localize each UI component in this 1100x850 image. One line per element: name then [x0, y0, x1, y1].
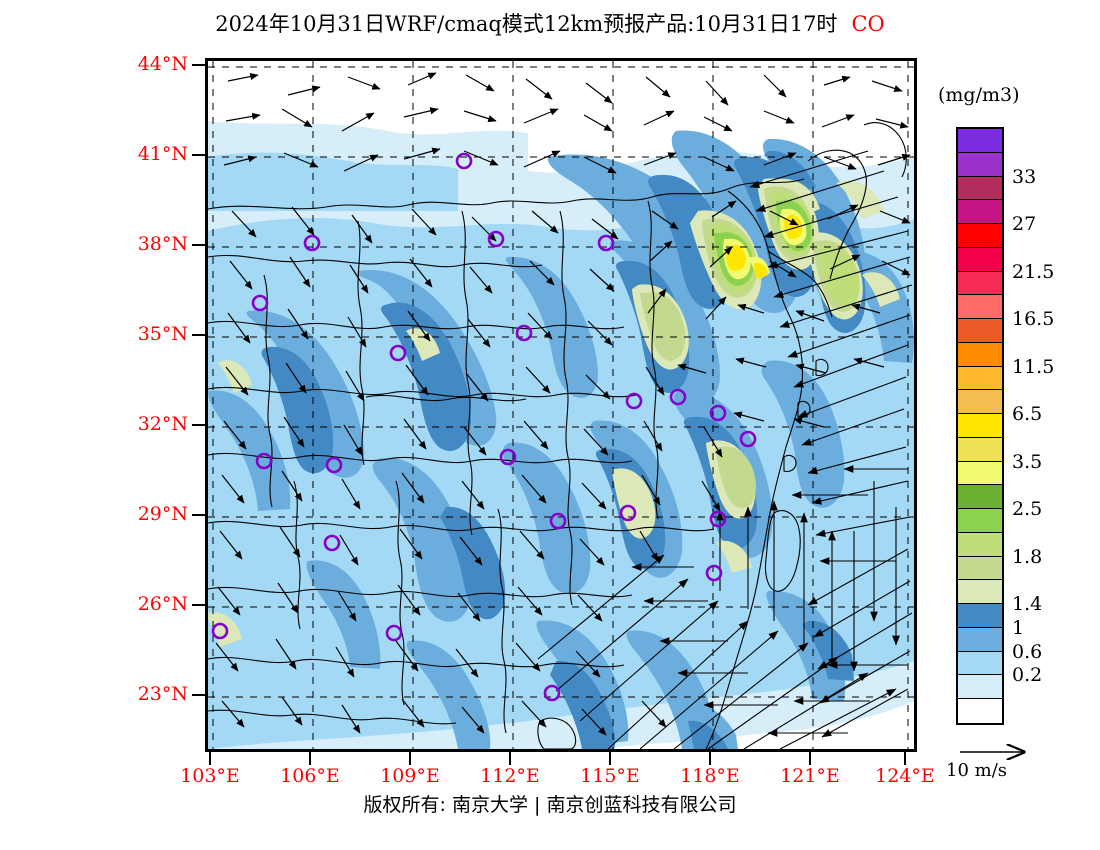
colorbar-band-13	[958, 437, 1002, 462]
colorbar-tick-16.5: 16.5	[1012, 308, 1055, 331]
wind-legend-arrow	[960, 742, 1096, 764]
colorbar-tick-0.2: 0.2	[1012, 664, 1043, 687]
colorbar-band-16	[958, 509, 1002, 533]
y-axis-label-4: 32°N	[137, 413, 188, 435]
x-axis-tick	[609, 752, 611, 765]
y-axis-label-6: 26°N	[137, 593, 188, 615]
colorbar-band-12	[958, 414, 1002, 438]
city-marker-layer	[211, 152, 757, 702]
colorbar-units-label: (mg/m3)	[938, 84, 1020, 106]
y-axis-tick	[192, 424, 205, 426]
colorbar-tick-33: 33	[1012, 165, 1037, 188]
province-boundary-layer	[208, 122, 907, 749]
colorbar-band-5	[958, 247, 1002, 272]
x-axis-tick	[809, 752, 811, 765]
y-axis-label-1: 41°N	[137, 143, 188, 165]
colorbar-band-6	[958, 271, 1002, 296]
colorbar-tick-1.4: 1.4	[1012, 593, 1043, 616]
colorbar-band-19	[958, 580, 1002, 604]
map-svg	[208, 61, 914, 749]
colorbar-band-22	[958, 651, 1002, 676]
x-axis-label-5: 118°E	[680, 765, 740, 787]
y-axis-label-7: 23°N	[137, 683, 188, 705]
y-axis-label-0: 44°N	[137, 53, 188, 75]
colorbar-band-3	[958, 200, 1002, 224]
y-axis-tick	[192, 244, 205, 246]
x-axis-label-4: 115°E	[580, 765, 640, 787]
cyclone-wind-spiral	[537, 150, 913, 749]
y-axis-label-2: 38°N	[137, 233, 188, 255]
x-axis-label-1: 106°E	[280, 765, 340, 787]
x-axis-tick	[509, 752, 511, 765]
x-axis-label-3: 112°E	[480, 765, 540, 787]
y-axis-tick	[192, 334, 205, 336]
colorbar-band-7	[958, 295, 1002, 319]
colorbar-band-18	[958, 556, 1002, 581]
x-axis-tick	[709, 752, 711, 765]
x-axis-tick	[309, 752, 311, 765]
y-axis-tick	[192, 154, 205, 156]
x-axis-tick	[904, 752, 906, 765]
colorbar-band-21	[958, 627, 1002, 652]
x-axis-label-2: 109°E	[380, 765, 440, 787]
colorbar-band-0	[958, 129, 1002, 153]
y-axis-label-5: 29°N	[137, 503, 188, 525]
x-axis-label-0: 103°E	[180, 765, 240, 787]
colorbar-tick-21.5: 21.5	[1012, 260, 1055, 283]
title-species-label: CO	[851, 12, 885, 36]
y-axis-tick	[192, 604, 205, 606]
colorbar-tick-1.8: 1.8	[1012, 545, 1043, 568]
wind-vector-layer	[215, 72, 913, 749]
colorbar[interactable]	[956, 127, 1004, 725]
copyright-footer: 版权所有: 南京大学 | 南京创蓝科技有限公司	[363, 794, 737, 816]
concentration-contour-layer	[208, 121, 914, 749]
colorbar-band-4	[958, 224, 1002, 248]
colorbar-band-24	[958, 699, 1002, 723]
wind-legend-label: 10 m/s	[946, 760, 1007, 781]
y-axis-tick	[192, 64, 205, 66]
colorbar-tick-3.5: 3.5	[1012, 450, 1043, 473]
colorbar-band-9	[958, 342, 1002, 367]
colorbar-band-17	[958, 532, 1002, 557]
colorbar-band-1	[958, 152, 1002, 177]
colorbar-band-23	[958, 675, 1002, 699]
chart-title: 2024年10月31日WRF/cmaq模式12km预报产品:10月31日17时 C…	[0, 8, 1100, 38]
colorbar-band-14	[958, 461, 1002, 486]
colorbar-band-11	[958, 390, 1002, 414]
colorbar-band-15	[958, 485, 1002, 509]
x-axis-tick	[409, 752, 411, 765]
x-axis-tick	[209, 752, 211, 765]
colorbar-band-20	[958, 604, 1002, 628]
colorbar-tick-1: 1	[1012, 616, 1025, 639]
y-axis-tick	[192, 694, 205, 696]
colorbar-band-2	[958, 176, 1002, 201]
colorbar-tick-27: 27	[1012, 213, 1037, 236]
colorbar-band-10	[958, 366, 1002, 391]
colorbar-tick-0.6: 0.6	[1012, 640, 1043, 663]
colorbar-band-8	[958, 319, 1002, 343]
colorbar-tick-6.5: 6.5	[1012, 403, 1043, 426]
x-axis-label-7: 124°E	[875, 765, 935, 787]
map-plot-area[interactable]	[205, 58, 917, 752]
x-axis-label-6: 121°E	[780, 765, 840, 787]
y-axis-tick	[192, 514, 205, 516]
title-main-text: 2024年10月31日WRF/cmaq模式12km预报产品:10月31日17时	[215, 12, 838, 36]
colorbar-tick-11.5: 11.5	[1012, 355, 1055, 378]
y-axis-label-3: 35°N	[137, 323, 188, 345]
colorbar-tick-2.5: 2.5	[1012, 498, 1043, 521]
